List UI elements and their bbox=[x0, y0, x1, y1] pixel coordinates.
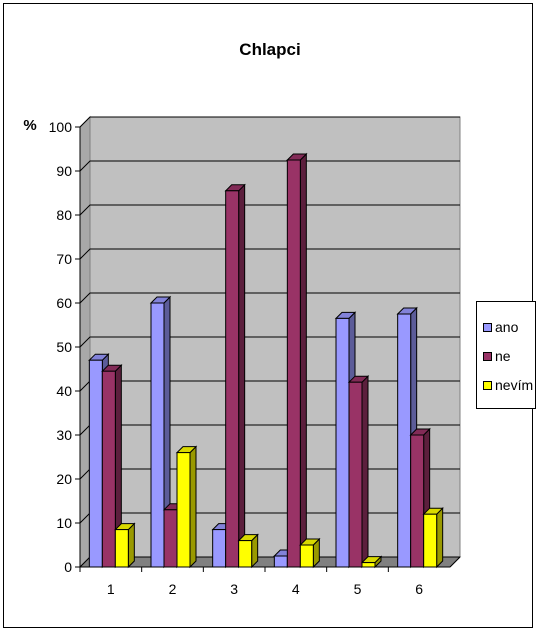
x-tick-label: 4 bbox=[292, 581, 300, 597]
y-tick-label: 20 bbox=[56, 471, 72, 487]
legend-item-ne: ne bbox=[483, 349, 511, 363]
axes bbox=[75, 126, 461, 572]
y-tick-label: 50 bbox=[56, 339, 72, 355]
y-tick-label: 70 bbox=[56, 251, 72, 267]
legend-swatch-ano bbox=[483, 322, 492, 332]
gridline bbox=[79, 204, 460, 216]
y-axis-label: % bbox=[23, 117, 36, 134]
y-tick-label: 80 bbox=[56, 207, 72, 223]
y-tick-label: 100 bbox=[49, 119, 73, 135]
gridline bbox=[79, 248, 460, 260]
x-tick-label: 2 bbox=[169, 581, 177, 597]
legend-swatch-ne bbox=[483, 351, 492, 361]
bar-ne-5 bbox=[347, 374, 370, 569]
gridline bbox=[79, 160, 460, 172]
x-tick-label: 6 bbox=[415, 581, 423, 597]
x-tick-labels: 1 2 3 4 5 6 bbox=[107, 581, 423, 597]
x-tick-label: 5 bbox=[354, 581, 362, 597]
y-tick-label: 0 bbox=[64, 559, 72, 575]
bar-nevím-3 bbox=[237, 533, 259, 569]
bar-ne-1 bbox=[101, 363, 123, 569]
legend-label-ne: ne bbox=[495, 348, 511, 364]
bar-ne-4 bbox=[286, 152, 308, 569]
legend-label-nevim: nevím bbox=[495, 377, 534, 393]
legend-swatch-nevim bbox=[483, 380, 492, 390]
gridline bbox=[79, 292, 460, 304]
x-tick-label: 3 bbox=[230, 581, 238, 597]
bar-nevím-5 bbox=[360, 555, 383, 569]
bar-nevím-1 bbox=[114, 522, 136, 569]
legend-item-ano: ano bbox=[483, 320, 518, 334]
bar-nevím-6 bbox=[422, 506, 444, 569]
y-tick-label: 90 bbox=[56, 163, 72, 179]
y-tick-labels: 0 10 20 30 40 50 60 70 80 90 100 bbox=[49, 119, 73, 575]
floor-edge bbox=[449, 556, 461, 568]
legend-label-ano: ano bbox=[495, 319, 519, 335]
bars bbox=[88, 152, 444, 569]
bar-ne-3 bbox=[224, 183, 246, 569]
y-tick-label: 30 bbox=[56, 427, 72, 443]
y-tick-label: 10 bbox=[56, 515, 72, 531]
bar-nevím-4 bbox=[299, 537, 321, 569]
y-tick-label: 60 bbox=[56, 295, 72, 311]
gridline bbox=[79, 116, 460, 128]
chart-title: Chlapci bbox=[239, 40, 300, 59]
bar-ano-2 bbox=[149, 295, 172, 569]
x-tick-label: 1 bbox=[107, 581, 115, 597]
legend: ano ne nevím bbox=[476, 301, 536, 409]
y-tick-label: 40 bbox=[56, 383, 72, 399]
legend-item-nevim: nevím bbox=[483, 378, 533, 392]
bar-nevím-2 bbox=[175, 445, 198, 569]
